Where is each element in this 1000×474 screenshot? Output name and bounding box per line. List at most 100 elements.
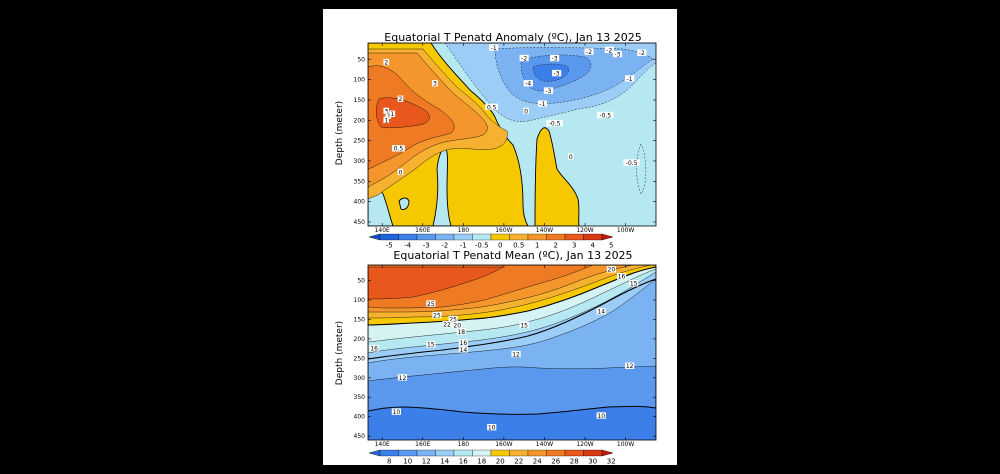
mean-contour-label-bg: [596, 308, 606, 315]
anomaly-colorbar-label: -0.5: [475, 242, 489, 250]
anomaly-colorbar-label: 3: [572, 242, 576, 250]
anomaly-contour-label: 0: [524, 108, 528, 115]
anomaly-contour-label-bg: [385, 112, 392, 119]
mean-contour-label: 20: [608, 267, 616, 274]
anomaly-colorbar-swatch: [398, 233, 418, 241]
anomaly-colorbar-arrow-left: [368, 233, 381, 241]
anomaly-chart-title: Equatorial T Penatd Anomaly (ºC), Jan 13…: [384, 31, 641, 44]
mean-y-tick-label: 150: [354, 316, 366, 323]
anomaly-contour-label: -1: [539, 101, 545, 108]
anomaly-contour-label-bg: [383, 116, 390, 124]
mean-colorbar-label: 30: [588, 458, 597, 466]
anomaly-contour-label: 3: [433, 81, 437, 88]
anomaly-colorbar-label: 4: [591, 242, 596, 250]
mean-colorbar-swatch: [564, 449, 584, 457]
anomaly-contour-label: -3: [554, 71, 560, 78]
mean-contour-label-bg: [426, 341, 436, 348]
anomaly-colorbar-label: 0.5: [513, 242, 524, 250]
anomaly-contour-label: -0.5: [549, 121, 561, 128]
mean-axis-ticks: 140E 160E 180 160W 140W 120W 100W 50 100 150 200 25…: [354, 265, 656, 448]
anomaly-contour-label-bg: [612, 50, 623, 58]
mean-y-axis-label: Depth (meter): [335, 321, 345, 385]
anomaly-colorbar-swatch: [509, 233, 529, 241]
anomaly-region-plus3: [376, 97, 430, 129]
mean-colorbar-label: 8: [387, 458, 391, 466]
anomaly-contour-label: 1: [384, 117, 388, 124]
mean-contour-label-bg: [629, 280, 639, 287]
mean-y-tick-label: 50: [357, 278, 365, 285]
mean-contour-15: [368, 278, 656, 360]
mean-contour-label: 10: [597, 413, 605, 420]
mean-contour-label-bg: [616, 273, 627, 280]
mean-colorbar-swatch: [416, 449, 436, 457]
mean-colorbar-label: 20: [496, 458, 505, 466]
mean-colorbar-swatch: [472, 449, 492, 457]
anomaly-contour-label-bg: [397, 95, 404, 102]
mean-contour-label: 20: [453, 322, 461, 329]
anomaly-contour-label-bg: [389, 110, 396, 117]
mean-contour-label: 12: [626, 363, 634, 370]
anomaly-contour-label-bg: [489, 44, 499, 51]
anomaly-y-axis-label: Depth (meter): [335, 101, 345, 165]
mean-contour-label: 14: [597, 309, 605, 316]
mean-colorbar-swatch: [453, 449, 473, 457]
mean-colorbar-swatch: [398, 449, 418, 457]
mean-contour-label: 15: [630, 281, 638, 288]
anomaly-contour-label: -1: [491, 45, 497, 52]
anomaly-y-tick-label: 250: [354, 138, 366, 145]
anomaly-colorbar-label: 5: [609, 242, 613, 250]
anomaly-colorbar-swatch: [453, 233, 473, 241]
mean-contour-label-bg: [458, 346, 468, 353]
mean-contour-label: 15: [427, 342, 435, 349]
anomaly-contour-labels: -1-2 -3-2 -2-3 -2-3-4-3-1-1-0.5-0.5-0.52323…: [383, 44, 647, 176]
mean-contour-labels: 2016152525202522181614151514161212121010…: [369, 266, 639, 432]
mean-y-tick-label: 200: [354, 336, 366, 343]
anomaly-colorbar-swatch: [379, 233, 399, 241]
mean-contour-label-bg: [442, 320, 452, 328]
anomaly-colorbar-swatch: [472, 233, 492, 241]
anomaly-region-zero-tongue: [534, 127, 580, 226]
anomaly-x-tick-label: 140E: [375, 227, 390, 234]
mean-colorbar-swatch: [527, 449, 547, 457]
anomaly-contour-label-bg: [549, 54, 560, 62]
mean-contour-label: 25: [427, 301, 435, 308]
anomaly-contour-label-bg: [543, 87, 554, 94]
anomaly-y-tick-label: 400: [354, 199, 366, 206]
anomaly-region-cold-intrusion-3: [398, 197, 410, 210]
mean-y-tick-label: 250: [354, 355, 366, 362]
anomaly-contour-label: -1: [627, 76, 633, 83]
mean-colorbar-label: 24: [533, 458, 542, 466]
anomaly-y-tick-label: 50: [357, 56, 365, 63]
anomaly-contour-label: 0.5: [394, 146, 404, 153]
anomaly-contour-label: -2: [606, 47, 612, 54]
anomaly-contour-label: -0.5: [599, 112, 611, 119]
anomaly-contour-label: -3: [614, 51, 620, 58]
mean-contour-label-bg: [625, 362, 635, 369]
anomaly-contour-label-bg: [523, 107, 529, 115]
mean-y-tick-label: 400: [354, 414, 366, 421]
anomaly-contour-label-bg: [546, 119, 563, 127]
anomaly-colorbar-swatch: [490, 233, 510, 241]
mean-colorbar-swatch: [490, 449, 510, 457]
anomaly-y-tick-label: 100: [354, 77, 366, 84]
anomaly-contour-label: -3: [552, 55, 558, 62]
mean-x-tick-label: 180: [458, 441, 470, 448]
anomaly-contour-label: 0.5: [487, 104, 497, 111]
anomaly-contour-label-bg: [552, 69, 562, 77]
mean-contour-label: 10: [488, 425, 496, 432]
anomaly-contour-label: 2: [384, 60, 388, 67]
anomaly-y-tick-label: 200: [354, 117, 366, 124]
mean-x-tick-label: 140E: [375, 441, 390, 448]
anomaly-x-tick-label: 100W: [617, 227, 634, 234]
anomaly-region-minus4: [532, 63, 569, 82]
anomaly-contour-label-bg: [623, 159, 640, 166]
mean-colorbar-swatch: [583, 449, 603, 457]
anomaly-y-tick-label: 350: [354, 178, 366, 185]
mean-contour-label-bg: [369, 345, 379, 352]
mean-contour-label-bg: [452, 321, 462, 329]
anomaly-contour-label-bg: [432, 80, 438, 87]
mean-contour-label-bg: [519, 321, 529, 329]
mean-colorbar-label: 14: [440, 458, 449, 466]
anomaly-colorbar-label: 0: [498, 242, 502, 250]
anomaly-x-tick-label: 160W: [495, 227, 512, 234]
